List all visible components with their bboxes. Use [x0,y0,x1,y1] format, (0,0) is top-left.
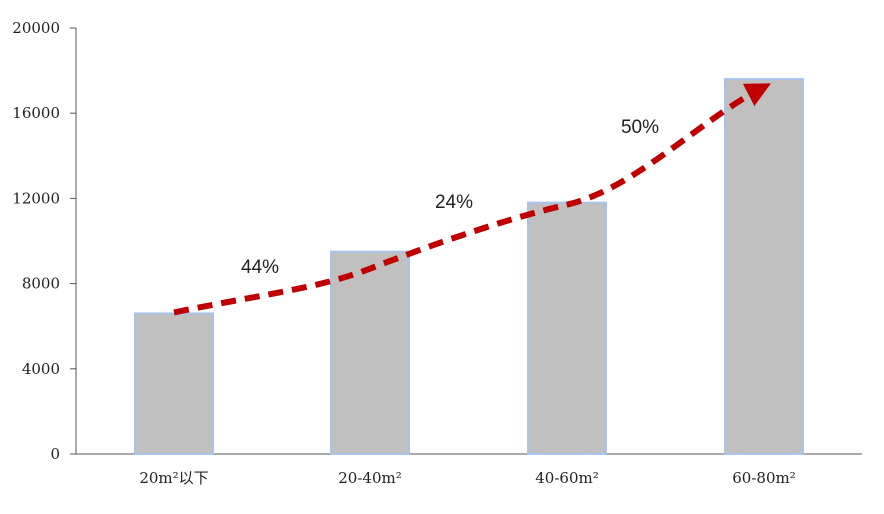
bars [134,78,804,456]
bar [330,250,410,455]
growth-label: 50% [621,117,659,138]
growth-label: 24% [435,192,473,213]
y-tick-label: 4000 [22,360,60,378]
labels: 0 4000 8000 12000 16000 20000 20m²以下 20-40m² 40-… [12,19,795,487]
y-tick-label: 16000 [12,104,60,122]
x-tick-label: 20-40m² [338,469,401,487]
x-tick-label: 20m²以下 [139,469,208,487]
bar [724,78,804,456]
y-tick-label: 20000 [12,19,60,37]
x-tick-label: 40-60m² [535,469,598,487]
bar [134,312,214,456]
x-tick-label: 60-80m² [732,469,795,487]
y-tick-label: 8000 [22,275,60,293]
y-tick-label: 12000 [12,189,60,207]
bar [527,201,607,455]
y-tick-label: 0 [50,445,60,463]
growth-label: 44% [241,257,279,278]
